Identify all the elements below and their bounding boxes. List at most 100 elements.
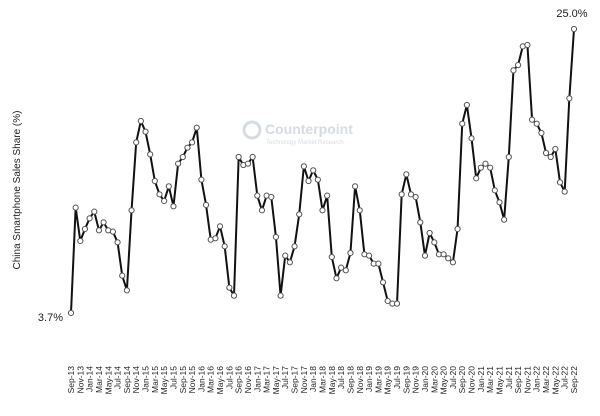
x-tick-label: Nov-20 — [467, 366, 477, 394]
x-tick-label: Nov-16 — [243, 366, 253, 394]
point — [338, 264, 345, 271]
x-tick-label: May-19 — [383, 366, 393, 395]
point — [272, 233, 280, 241]
point — [142, 128, 149, 135]
point — [86, 215, 93, 222]
point — [556, 179, 564, 186]
point — [407, 191, 415, 198]
line — [70, 28, 575, 314]
point — [184, 144, 191, 151]
point — [403, 171, 410, 178]
point — [296, 211, 303, 218]
x-tick-label: Mar-17 — [262, 366, 272, 393]
point — [175, 160, 182, 167]
x-tick-label: Mar-14 — [94, 366, 104, 393]
point — [533, 120, 540, 127]
x-tick-label: May-18 — [327, 366, 337, 395]
point — [202, 201, 210, 209]
point — [505, 153, 512, 161]
point — [179, 153, 186, 161]
point — [417, 219, 424, 226]
point — [226, 284, 233, 291]
x-tick-label: Jan-14 — [85, 366, 95, 392]
point — [561, 188, 568, 195]
x-tick-label: May-22 — [550, 366, 560, 395]
point — [552, 145, 559, 153]
point — [212, 235, 219, 242]
point — [235, 153, 242, 161]
x-tick-label: Mar-15 — [150, 366, 160, 393]
watermark: Counterpoint — [265, 121, 353, 137]
watermark-logo — [242, 120, 262, 140]
point — [515, 61, 522, 69]
x-tick-label: Jan-19 — [364, 366, 374, 392]
x-tick-label: May-21 — [494, 366, 504, 395]
point — [393, 300, 401, 307]
point — [291, 243, 298, 250]
x-tick-label: May-17 — [271, 366, 281, 395]
x-tick-label: Jul-18 — [336, 366, 346, 389]
x-tick-label: Jan-18 — [308, 366, 318, 392]
point — [449, 259, 457, 266]
point — [165, 183, 172, 190]
point — [268, 193, 275, 201]
point — [72, 204, 79, 211]
point — [170, 203, 177, 210]
x-tick-label: Nov-14 — [131, 366, 141, 394]
point — [459, 120, 466, 127]
point — [221, 243, 228, 250]
x-tick-label: Nov-17 — [299, 366, 309, 394]
point — [566, 95, 573, 102]
point — [249, 153, 256, 161]
point — [123, 287, 130, 294]
point — [77, 237, 84, 245]
point — [379, 279, 387, 286]
point — [501, 216, 508, 223]
x-tick-label: Nov-21 — [522, 366, 532, 394]
x-tick-label: Jan-16 — [196, 366, 206, 392]
point — [67, 309, 75, 317]
point — [398, 191, 405, 198]
point — [542, 149, 550, 157]
point — [277, 292, 284, 299]
point — [254, 192, 261, 199]
point — [445, 255, 452, 262]
point — [510, 67, 517, 74]
point — [305, 177, 312, 185]
point — [156, 191, 163, 198]
point — [310, 167, 317, 174]
point — [342, 267, 349, 274]
point — [538, 129, 545, 137]
point — [375, 260, 382, 267]
x-tick-label: Jan-21 — [476, 366, 486, 392]
x-tick-label: Sep-19 — [401, 366, 411, 394]
x-tick-label: Jul-20 — [448, 366, 458, 389]
point — [356, 207, 363, 214]
x-tick-label: Jul-16 — [224, 366, 234, 389]
point — [473, 175, 480, 182]
point — [328, 253, 335, 261]
point — [487, 164, 494, 171]
point — [230, 292, 238, 299]
x-tick-label: Mar-19 — [373, 366, 383, 393]
point — [114, 239, 121, 246]
point — [463, 101, 470, 109]
point — [524, 41, 531, 49]
point — [528, 116, 536, 123]
point — [319, 207, 326, 214]
point — [454, 225, 461, 233]
point — [324, 192, 331, 199]
x-tick-label: Jan-15 — [141, 366, 151, 392]
y-axis-label: China Smartphone Sales Share (%) — [12, 111, 23, 270]
point — [109, 228, 117, 235]
point — [491, 187, 498, 194]
x-tick-label: Nov-13 — [75, 366, 85, 394]
data-label: 25.0% — [556, 8, 587, 20]
x-tick-label: Jul-21 — [504, 366, 514, 389]
watermark-group: Counterpoint Technology Market Research — [242, 120, 353, 146]
point — [216, 223, 224, 230]
point — [151, 177, 158, 185]
point — [365, 252, 373, 259]
x-tick-label: Jul-15 — [168, 366, 178, 389]
